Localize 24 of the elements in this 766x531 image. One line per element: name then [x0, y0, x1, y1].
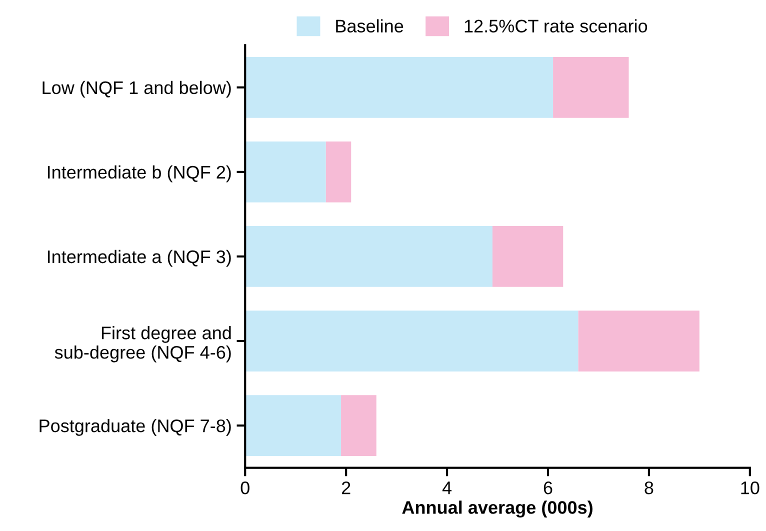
x-tick-label: 4	[442, 482, 452, 494]
x-tick-label: 6	[544, 481, 552, 494]
y-tick-label: Postgraduate (NQF 7-8)	[40, 419, 231, 436]
bar	[341, 395, 376, 456]
bar	[245, 310, 578, 372]
x-tick-label: 0	[240, 481, 250, 494]
bar	[553, 56, 629, 118]
x-tick-label: 8	[644, 481, 654, 494]
bar	[245, 56, 554, 118]
y-tick-label: Low (NQF 1 and below)	[42, 80, 231, 98]
y-tick-label: First degree and sub-degree (NQF 4-6)	[54, 326, 231, 362]
y-tick-label: Intermediate b (NQF 2)	[48, 165, 231, 182]
bar	[492, 226, 564, 287]
x-tick-label: 10	[741, 481, 760, 494]
x-axis-title: Annual average (000s)	[402, 500, 592, 518]
bar	[578, 310, 700, 372]
legend-label: Baseline	[336, 19, 404, 32]
bar	[326, 142, 352, 202]
bar	[245, 226, 492, 287]
y-tick-label: Intermediate a (NQF 3)	[48, 250, 231, 267]
x-tick-label: 2	[342, 481, 350, 494]
bar	[245, 395, 342, 456]
bar	[245, 142, 326, 202]
legend-label: 12.5%CT rate scenario	[464, 19, 648, 32]
